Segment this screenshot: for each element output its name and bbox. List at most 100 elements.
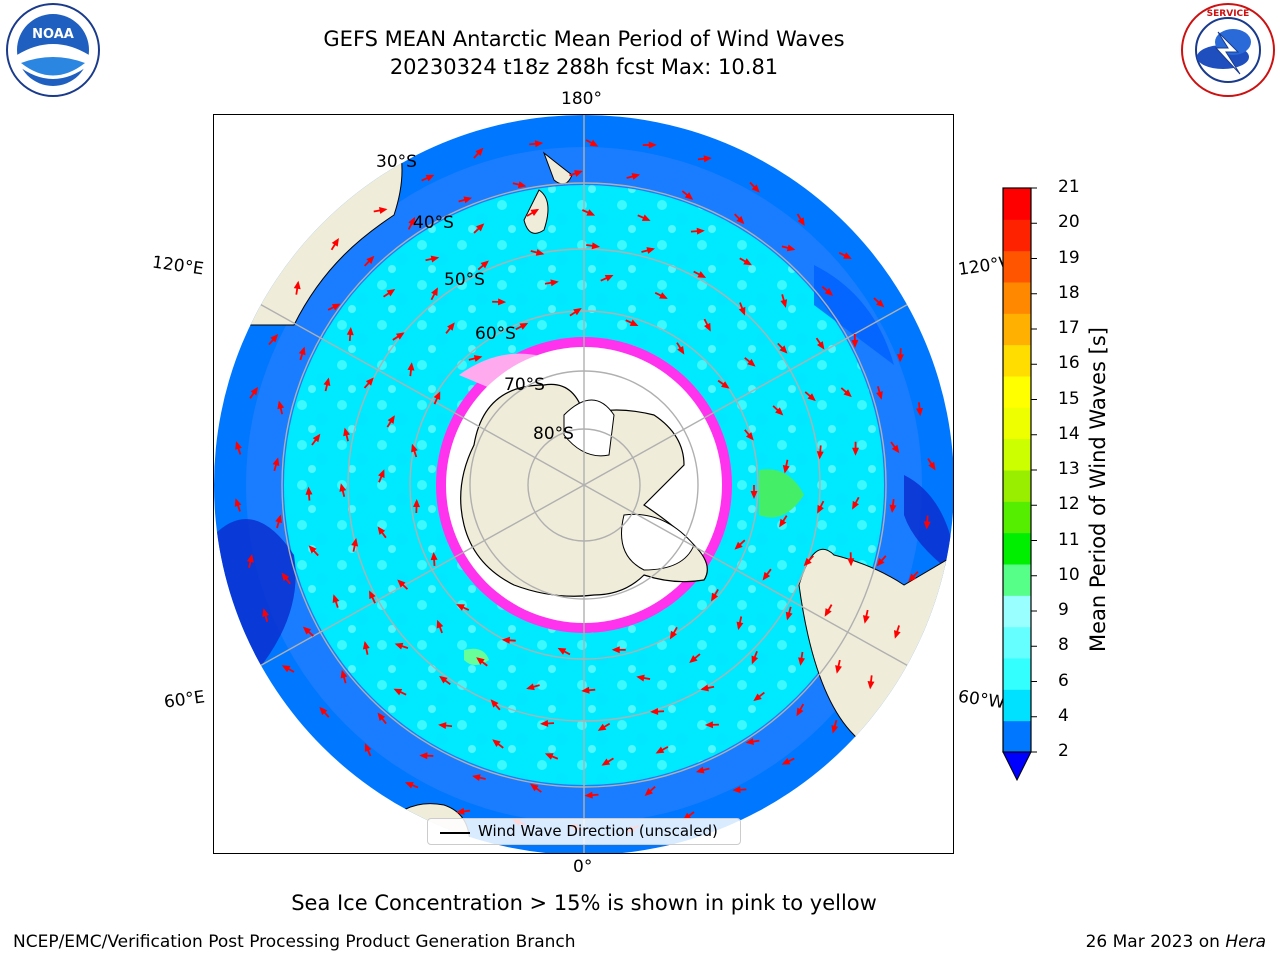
wave-direction-arrowhead [816,451,824,460]
colorbar [1002,187,1037,782]
colorbar-band [1003,250,1031,283]
wave-direction-arrowhead [891,444,900,454]
wave-direction-arrowhead [843,252,852,259]
colorbar-tick-label: 16 [1058,353,1080,374]
wave-direction-arrowhead [779,345,788,354]
wave-direction-arrowhead [734,541,743,550]
wave-direction-arrowhead [711,592,719,602]
wave-direction-arrowhead [786,244,796,252]
wave-direction-arrowhead [736,621,744,631]
wave-direction-arrowhead [817,504,824,514]
wave-direction-arrowhead [574,170,583,177]
lat-label-80s: 80°S [533,424,574,444]
wave-direction-arrowhead [431,287,438,297]
wave-direction-arrowhead [803,557,812,567]
wave-direction-arrowhead [501,636,510,644]
wave-direction-arrowhead [456,604,465,611]
wave-direction-arrowhead [785,611,793,621]
wave-direction-arrowhead [331,303,341,311]
wave-direction-arrowhead [408,216,416,226]
wave-direction-arrowhead [331,237,339,247]
legend-line-symbol [440,832,470,834]
nws-logo: SERVICE [1181,3,1275,97]
wave-direction-arrowhead [539,719,549,727]
wave-direction-arrowhead [490,699,499,708]
wave-direction-arrowhead [847,558,855,567]
wave-direction-arrowhead [377,526,386,535]
polar-map [214,115,953,853]
wave-direction-arrowhead [544,753,554,760]
lon-label-120e: 120°E [150,252,205,280]
colorbar-tick-label: 18 [1058,282,1080,303]
colorbar-tick-label: 14 [1058,423,1080,444]
wave-direction-arrowhead [659,292,668,299]
wave-direction-arrowhead [395,332,405,340]
wave-direction-arrowhead [323,377,331,387]
noaa-logo: NOAA [6,3,100,97]
colorbar-tick-label: 12 [1058,494,1080,515]
wave-direction-arrowhead [908,573,917,582]
wave-direction-arrowhead [750,491,758,499]
lat-label-70s: 70°S [504,375,545,395]
lat-label-30s: 30°S [376,152,417,172]
wave-direction-arrowhead [346,326,354,336]
wave-direction-arrowhead [751,184,760,193]
wave-direction-arrowhead [411,443,418,453]
colorbar-tick-label: 4 [1058,705,1069,726]
wave-direction-arrowhead [684,192,694,200]
wave-direction-arrowhead [436,619,444,629]
wave-direction-arrowhead [463,196,473,204]
wave-direction-arrowhead [262,608,269,617]
wave-direction-arrowhead [646,247,656,254]
wave-direction-arrowhead [438,722,447,730]
wave-direction-arrowhead [433,391,441,401]
colorbar-band [1003,407,1031,440]
wave-direction-arrowhead [366,255,375,265]
wave-direction-arrowhead [745,738,754,746]
wave-direction-arrowhead [573,308,582,316]
colorbar-band [1003,626,1031,659]
wave-direction-arrowhead [407,362,415,371]
wave-direction-arrowhead [824,608,832,617]
wave-direction-arrowhead [862,615,870,624]
wave-direction-arrowhead [530,783,539,792]
wave-direction-arrowhead [876,391,883,400]
chart-title: GEFS MEAN Antarctic Mean Period of Wind … [323,27,845,51]
colorbar-band [1003,313,1031,346]
colorbar-tick-label: 15 [1058,388,1080,409]
wave-direction-arrowhead [362,640,370,650]
colorbar-label: Mean Period of Wind Waves [s] [1086,327,1110,652]
wave-direction-arrowhead [689,655,698,663]
wave-direction-arrowhead [498,298,507,306]
wave-direction-arrowhead [762,571,771,581]
wave-direction-arrowhead [272,457,280,467]
wave-direction-arrowhead [379,207,388,214]
wave-direction-arrowhead [923,521,931,530]
legend-text: Wind Wave Direction (unscaled) [478,822,718,840]
wave-direction-arrowhead [797,217,805,227]
colorbar-tick-label: 19 [1058,247,1080,268]
wave-direction-arrowhead [517,181,527,189]
wave-direction-arrowhead [824,287,834,296]
wave-direction-arrowhead [308,545,317,554]
wave-direction-arrowhead [480,260,489,269]
wave-direction-arrowhead [586,209,596,216]
wave-direction-arrowhead [601,758,611,766]
wave-direction-arrowhead [378,469,385,479]
wave-direction-arrowhead [851,339,859,348]
wave-direction-arrowhead [775,407,784,416]
wave-direction-arrowhead [476,657,485,665]
wave-direction-arrowhead [557,647,567,655]
colorbar-band [1003,564,1031,596]
wave-direction-arrowhead [928,461,936,471]
colorbar-tick-label: 6 [1058,670,1069,691]
wave-direction-arrowhead [631,173,641,180]
colorbar-band [1003,470,1031,502]
wave-direction-arrowhead [519,323,529,330]
svg-text:SERVICE: SERVICE [1207,9,1250,19]
colorbar-tick-label: 9 [1058,600,1069,620]
colorbar-band [1003,376,1031,408]
sea-ice-note: Sea Ice Concentration > 15% is shown in … [291,891,877,915]
wave-direction-arrowhead [430,551,438,561]
wave-direction-arrowhead [526,683,535,691]
